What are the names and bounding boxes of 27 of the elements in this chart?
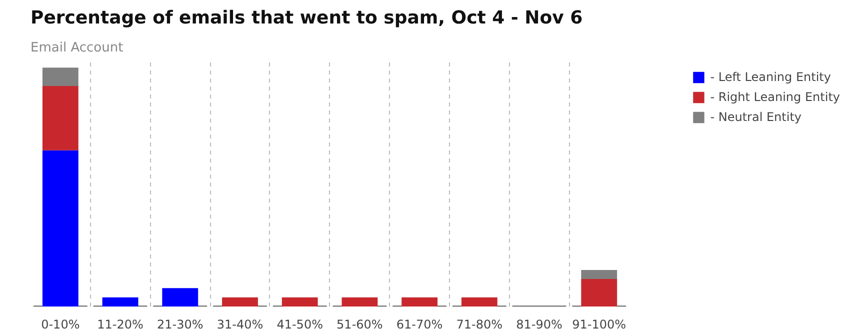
bar xyxy=(581,270,618,280)
x-tick-label: 71-80% xyxy=(456,318,503,332)
chart-title: Percentage of emails that went to spam, Oct 4 - Nov 6 xyxy=(30,8,583,28)
x-tick-label: 51-60% xyxy=(336,318,383,332)
chart-subtitle: Email Account xyxy=(30,40,124,56)
bar xyxy=(461,297,498,306)
x-tick-label: 41-50% xyxy=(276,318,323,332)
bar xyxy=(42,86,78,150)
x-tick-label: 21-30% xyxy=(157,318,204,332)
bar xyxy=(222,297,258,306)
bar xyxy=(42,68,78,86)
x-tick-label: 91-100% xyxy=(572,318,626,332)
x-tick-label: 61-70% xyxy=(396,318,443,332)
legend-label: - Right Leaning Entity xyxy=(710,90,840,104)
x-tick-label: 11-20% xyxy=(97,318,144,332)
bar xyxy=(342,297,378,306)
bar xyxy=(282,297,318,306)
bar xyxy=(402,297,438,306)
bar xyxy=(581,279,618,306)
bar xyxy=(42,150,78,306)
bar xyxy=(162,288,198,306)
bar xyxy=(102,297,138,306)
x-tick-label: 81-90% xyxy=(516,318,562,332)
legend-label: - Neutral Entity xyxy=(710,110,802,124)
x-tick-label: 31-40% xyxy=(216,318,264,332)
legend-label: - Left Leaning Entity xyxy=(710,70,831,84)
x-tick-label: 0-10% xyxy=(41,318,80,332)
